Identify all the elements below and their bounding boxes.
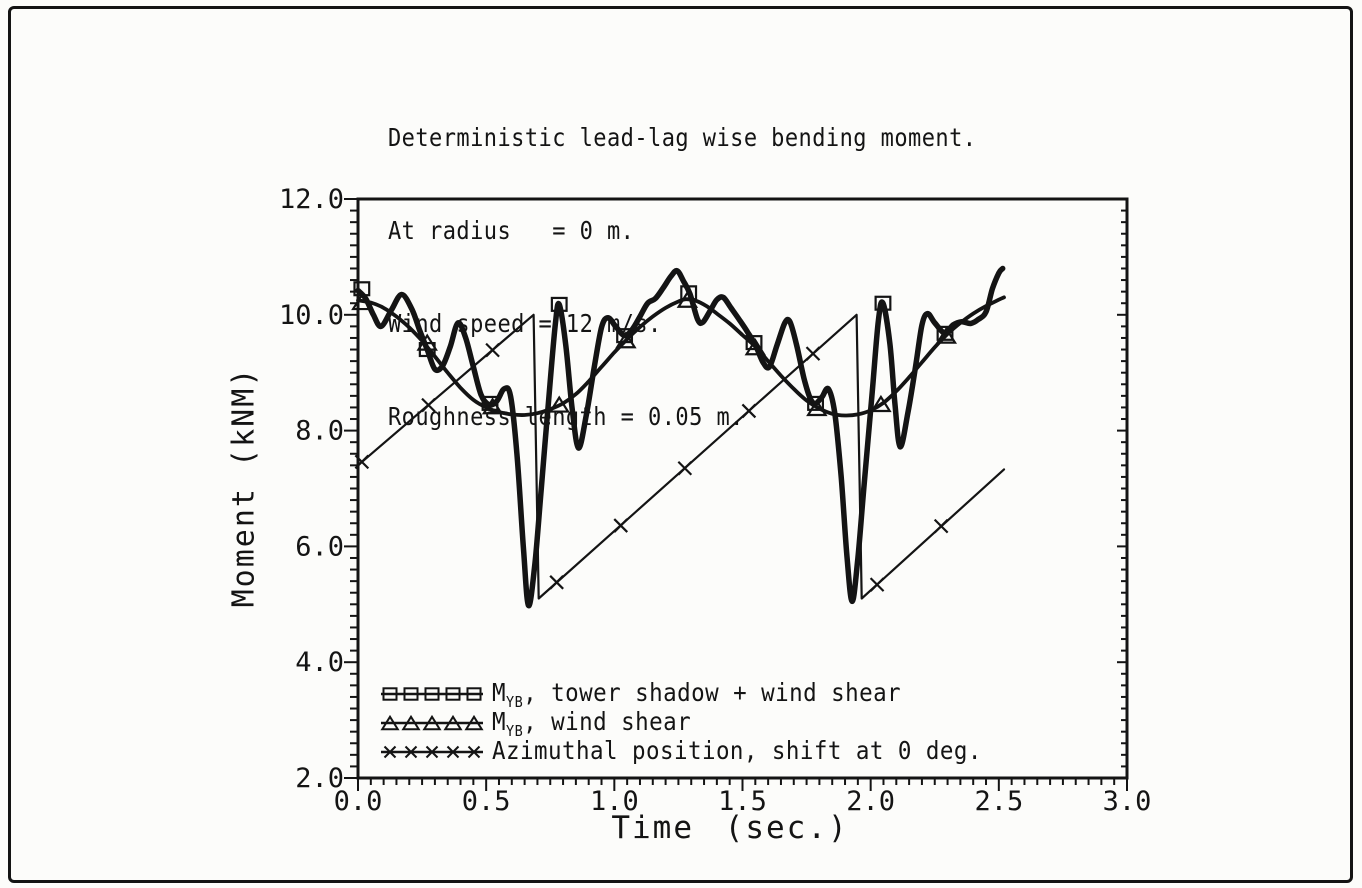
y-tick-label: 8.0: [295, 416, 344, 447]
x-marker: [421, 397, 436, 413]
x-marker: [467, 745, 481, 759]
square-marker: [466, 687, 482, 701]
square-marker: [807, 395, 825, 411]
title-line-3: Wind speed = 12 m/s.: [388, 309, 662, 338]
x-tick-label: 3.0: [1103, 786, 1152, 817]
x-marker: [404, 745, 418, 759]
legend-row-tower-shadow: MYB, tower shadow + wind shear: [380, 677, 1036, 711]
x-axis-label: Time (sec.): [611, 810, 849, 846]
x-tick-label: 0.5: [462, 786, 511, 817]
triangle-marker: [443, 714, 463, 731]
x-marker: [677, 460, 693, 476]
x-marker: [741, 403, 757, 419]
x-tick-label: 1.5: [718, 786, 767, 817]
x-marker: [805, 346, 821, 361]
legend-label: MYB, tower shadow + wind shear: [492, 677, 902, 711]
series-line-azimuthal-position: [356, 313, 1006, 600]
x-marker: [485, 342, 500, 358]
triangle-marker: [935, 326, 958, 344]
triangle-marker: [676, 290, 699, 308]
x-series-swatch: [381, 745, 483, 759]
triangle-marker: [380, 714, 400, 731]
x-marker: [446, 745, 460, 759]
x-marker: [354, 454, 370, 470]
legend: MYB, tower shadow + wind shear MYB, wind…: [380, 677, 1036, 767]
title-line-2: At radius = 0 m.: [388, 216, 635, 245]
square-marker: [550, 296, 568, 312]
square-marker: [481, 395, 499, 411]
triangle-marker: [870, 394, 892, 413]
x-tick-label: 2.0: [846, 786, 895, 817]
triangle-marker: [464, 714, 484, 731]
square-marker: [874, 295, 892, 311]
title-line-4: Roughness length = 0.05 m.: [388, 402, 744, 431]
triangle-marker: [481, 397, 504, 415]
x-marker: [425, 745, 439, 759]
square-marker: [445, 687, 461, 701]
x-tick-label: 2.5: [974, 786, 1023, 817]
triangle-marker: [806, 398, 828, 417]
square-series-swatch: [381, 687, 483, 701]
x-marker: [549, 575, 564, 590]
x-marker: [613, 518, 629, 533]
legend-row-azimuthal: Azimuthal position, shift at 0 deg.: [380, 735, 1036, 766]
y-axis-label: Moment (kNM): [226, 366, 262, 608]
y-tick-label: 2.0: [295, 763, 344, 794]
square-marker: [745, 335, 763, 351]
chart-title-block: Deterministic lead-lag wise bending mome…: [388, 60, 976, 494]
x-tick-label: 1.0: [590, 786, 639, 817]
legend-row-wind-shear: MYB, wind shear: [380, 706, 1036, 740]
triangle-series-swatch: [380, 714, 484, 731]
triangle-marker: [548, 395, 570, 413]
triangle-marker: [744, 338, 767, 356]
square-marker: [424, 687, 440, 701]
axis-ticks: [344, 198, 1128, 791]
x-marker: [383, 745, 397, 759]
x-tick-label: 0.0: [334, 786, 383, 817]
triangle-marker: [615, 331, 637, 349]
square-marker: [680, 285, 698, 301]
y-tick-label: 12.0: [279, 184, 344, 215]
title-line-1: Deterministic lead-lag wise bending mome…: [388, 123, 977, 152]
triangle-marker: [401, 714, 421, 731]
legend-label: MYB, wind shear: [492, 706, 692, 740]
triangle-marker: [422, 714, 442, 731]
x-marker: [933, 518, 949, 534]
y-tick-label: 6.0: [295, 531, 344, 562]
square-marker: [403, 687, 419, 701]
triangle-marker: [416, 333, 438, 351]
square-marker: [616, 328, 634, 344]
y-tick-label: 10.0: [279, 300, 344, 331]
square-marker: [936, 325, 954, 341]
x-marker: [869, 577, 885, 592]
square-marker: [382, 687, 398, 701]
y-tick-label: 4.0: [295, 647, 344, 678]
triangle-marker: [351, 292, 373, 311]
legend-label: Azimuthal position, shift at 0 deg.: [492, 735, 982, 765]
